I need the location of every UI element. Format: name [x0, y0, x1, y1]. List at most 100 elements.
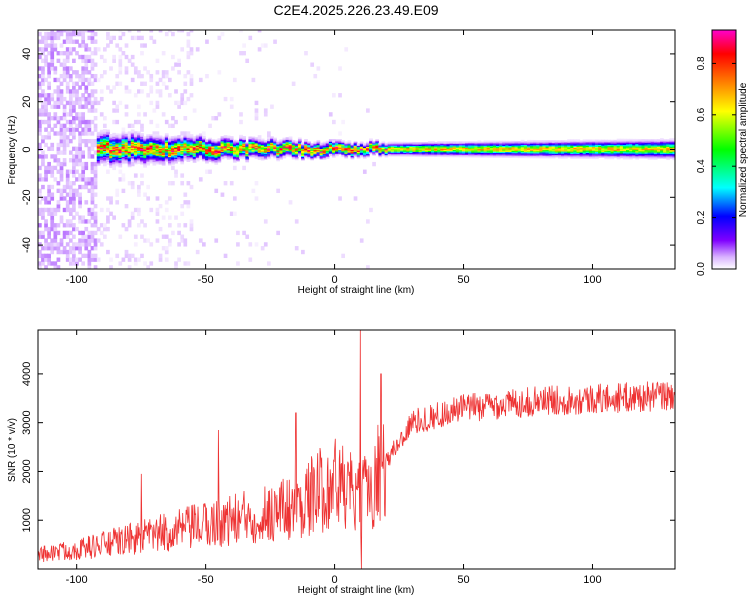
heatmap-cell [171, 116, 175, 121]
heatmap-cell [254, 242, 259, 247]
heatmap-cell [229, 156, 234, 159]
heatmap-cell [65, 242, 70, 247]
heatmap-cell [171, 156, 175, 158]
heatmap-cell [551, 154, 556, 157]
heatmap-cell [273, 143, 277, 146]
heatmap-cell [96, 158, 101, 160]
heatmap-cell [84, 226, 89, 232]
heatmap-cell [505, 144, 509, 146]
heatmap-cell [616, 156, 621, 159]
heatmap-cell [619, 156, 624, 159]
heatmap-cell [127, 158, 132, 161]
heatmap-cell [263, 149, 268, 152]
heatmap-cell [304, 149, 308, 152]
heatmap-cell [208, 152, 212, 154]
heatmap-cell [102, 158, 107, 161]
heatmap-cell [486, 146, 491, 149]
heatmap-cell [171, 157, 175, 160]
heatmap-cell [205, 159, 209, 162]
heatmap-cell [582, 140, 587, 143]
heatmap-cell [653, 148, 658, 151]
heatmap-cell [56, 77, 61, 83]
heatmap-cell [267, 150, 271, 153]
heatmap-cell [257, 140, 262, 143]
heatmap-cell [369, 143, 373, 145]
heatmap-cell [328, 149, 333, 152]
heatmap-cell [511, 154, 516, 156]
heatmap-cell [167, 181, 172, 186]
heatmap-cell [72, 127, 76, 132]
heatmap-cell [226, 157, 231, 159]
heatmap-cell [177, 160, 181, 162]
heatmap-cell [496, 149, 500, 151]
heatmap-cell [341, 150, 345, 153]
heatmap-cell [198, 135, 203, 138]
heatmap-cell [434, 144, 438, 147]
heatmap-cell [78, 30, 82, 33]
heatmap-cell [650, 148, 655, 151]
heatmap-cell [669, 156, 674, 158]
heatmap-cell [115, 253, 120, 259]
heatmap-cell [143, 136, 147, 138]
heatmap-cell [90, 238, 95, 243]
heatmap-cell [115, 164, 120, 167]
heatmap-cell [452, 142, 457, 145]
heatmap-cell [591, 156, 596, 158]
heatmap-cell [143, 142, 147, 144]
heatmap-cell [232, 161, 237, 163]
heatmap-cell [171, 151, 175, 154]
heatmap-cell [109, 163, 113, 166]
heatmap-cell [99, 133, 104, 135]
heatmap-cell [666, 147, 670, 150]
heatmap-cell [641, 150, 646, 153]
heatmap-cell [143, 139, 147, 142]
heatmap-cell [140, 149, 144, 152]
heatmap-cell [118, 151, 123, 154]
heatmap-cell [632, 140, 636, 142]
heatmap-cell [533, 147, 537, 149]
heatmap-cell [186, 160, 191, 162]
heatmap-cell [505, 147, 509, 150]
heatmap-cell [152, 158, 157, 160]
heatmap-cell [127, 135, 132, 138]
heatmap-cell [471, 147, 475, 150]
heatmap-cell [202, 137, 206, 139]
heatmap-cell [576, 140, 581, 143]
heatmap-cell [561, 146, 565, 148]
heatmap-cell [319, 152, 324, 154]
heatmap-cell [164, 150, 169, 153]
heatmap-cell [72, 234, 76, 239]
heatmap-cell [653, 140, 658, 142]
heatmap-cell [325, 145, 330, 148]
heatmap-cell [90, 51, 95, 56]
heatmap-cell [174, 142, 178, 145]
heatmap-cell [288, 138, 293, 141]
heatmap-cell [434, 154, 438, 156]
heatmap-cell [393, 150, 398, 152]
heatmap-cell [47, 123, 51, 129]
heatmap-cell [316, 150, 321, 153]
heatmap-cell [121, 151, 126, 154]
heatmap-cell [567, 153, 571, 156]
heatmap-cell [44, 223, 48, 228]
heatmap-cell [65, 119, 70, 125]
heatmap-cell [124, 137, 129, 139]
heatmap-cell [660, 151, 664, 153]
heatmap-cell [226, 142, 231, 145]
heatmap-cell [217, 70, 222, 75]
heatmap-cell [127, 142, 132, 145]
heatmap-cell [304, 144, 308, 147]
heatmap-cell [313, 146, 318, 148]
heatmap-cell [362, 169, 367, 174]
heatmap-cell [341, 147, 345, 149]
heatmap-cell [307, 156, 311, 159]
heatmap-cell [455, 150, 460, 153]
heatmap-cell [341, 253, 345, 259]
heatmap-cell [171, 137, 175, 139]
heatmap-cell [143, 223, 147, 228]
heatmap-cell [109, 159, 113, 161]
heatmap-cell [167, 150, 172, 153]
heatmap-cell [412, 147, 417, 150]
heatmap-cell [424, 154, 429, 156]
heatmap-cell [582, 156, 587, 158]
